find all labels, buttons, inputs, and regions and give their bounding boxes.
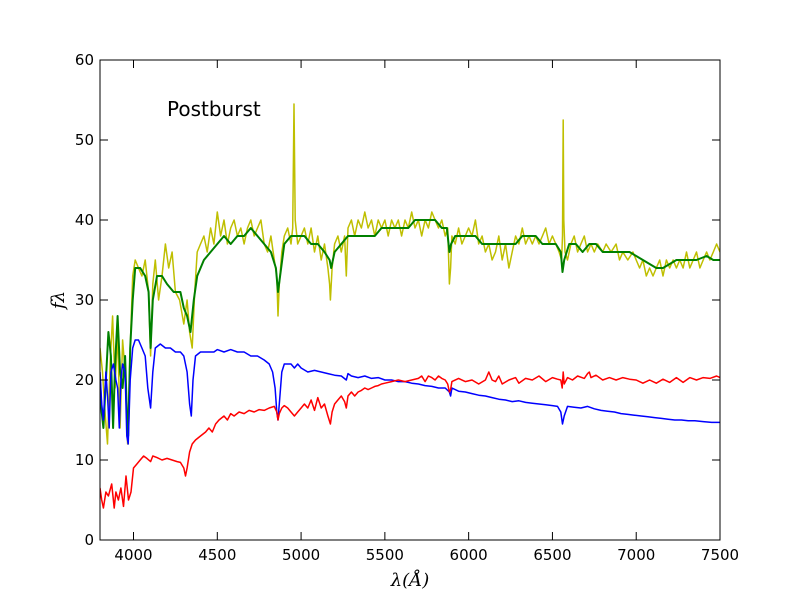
x-tick-label: 4000 bbox=[114, 546, 152, 564]
annotation-postburst: Postburst bbox=[167, 97, 261, 121]
x-tick-label: 6000 bbox=[450, 546, 488, 564]
x-tick-label: 5500 bbox=[366, 546, 404, 564]
x-tick-label: 7000 bbox=[617, 546, 655, 564]
y-axis-label: fλ bbox=[48, 291, 69, 311]
x-tick-label: 6500 bbox=[533, 546, 571, 564]
series-line-2 bbox=[100, 219, 720, 437]
x-axis-label: λ(Å) bbox=[390, 569, 429, 591]
y-tick-label: 0 bbox=[84, 531, 94, 549]
ticks-layer: 4000 4500 5000 5500 6000 6500 7000 7500 0 10 20 30 4… bbox=[75, 51, 739, 564]
series-layer bbox=[100, 103, 720, 509]
x-tick-label: 7500 bbox=[701, 546, 739, 564]
series-line-4 bbox=[100, 371, 720, 509]
x-tick-label: 4500 bbox=[198, 546, 236, 564]
y-tick-label: 30 bbox=[75, 291, 94, 309]
y-tick-label: 50 bbox=[75, 131, 94, 149]
series-line-3 bbox=[100, 339, 720, 445]
x-tick-label: 5000 bbox=[282, 546, 320, 564]
y-tick-label: 10 bbox=[75, 451, 94, 469]
y-tick-label: 60 bbox=[75, 51, 94, 69]
y-tick-label: 40 bbox=[75, 211, 94, 229]
y-tick-label: 20 bbox=[75, 371, 94, 389]
